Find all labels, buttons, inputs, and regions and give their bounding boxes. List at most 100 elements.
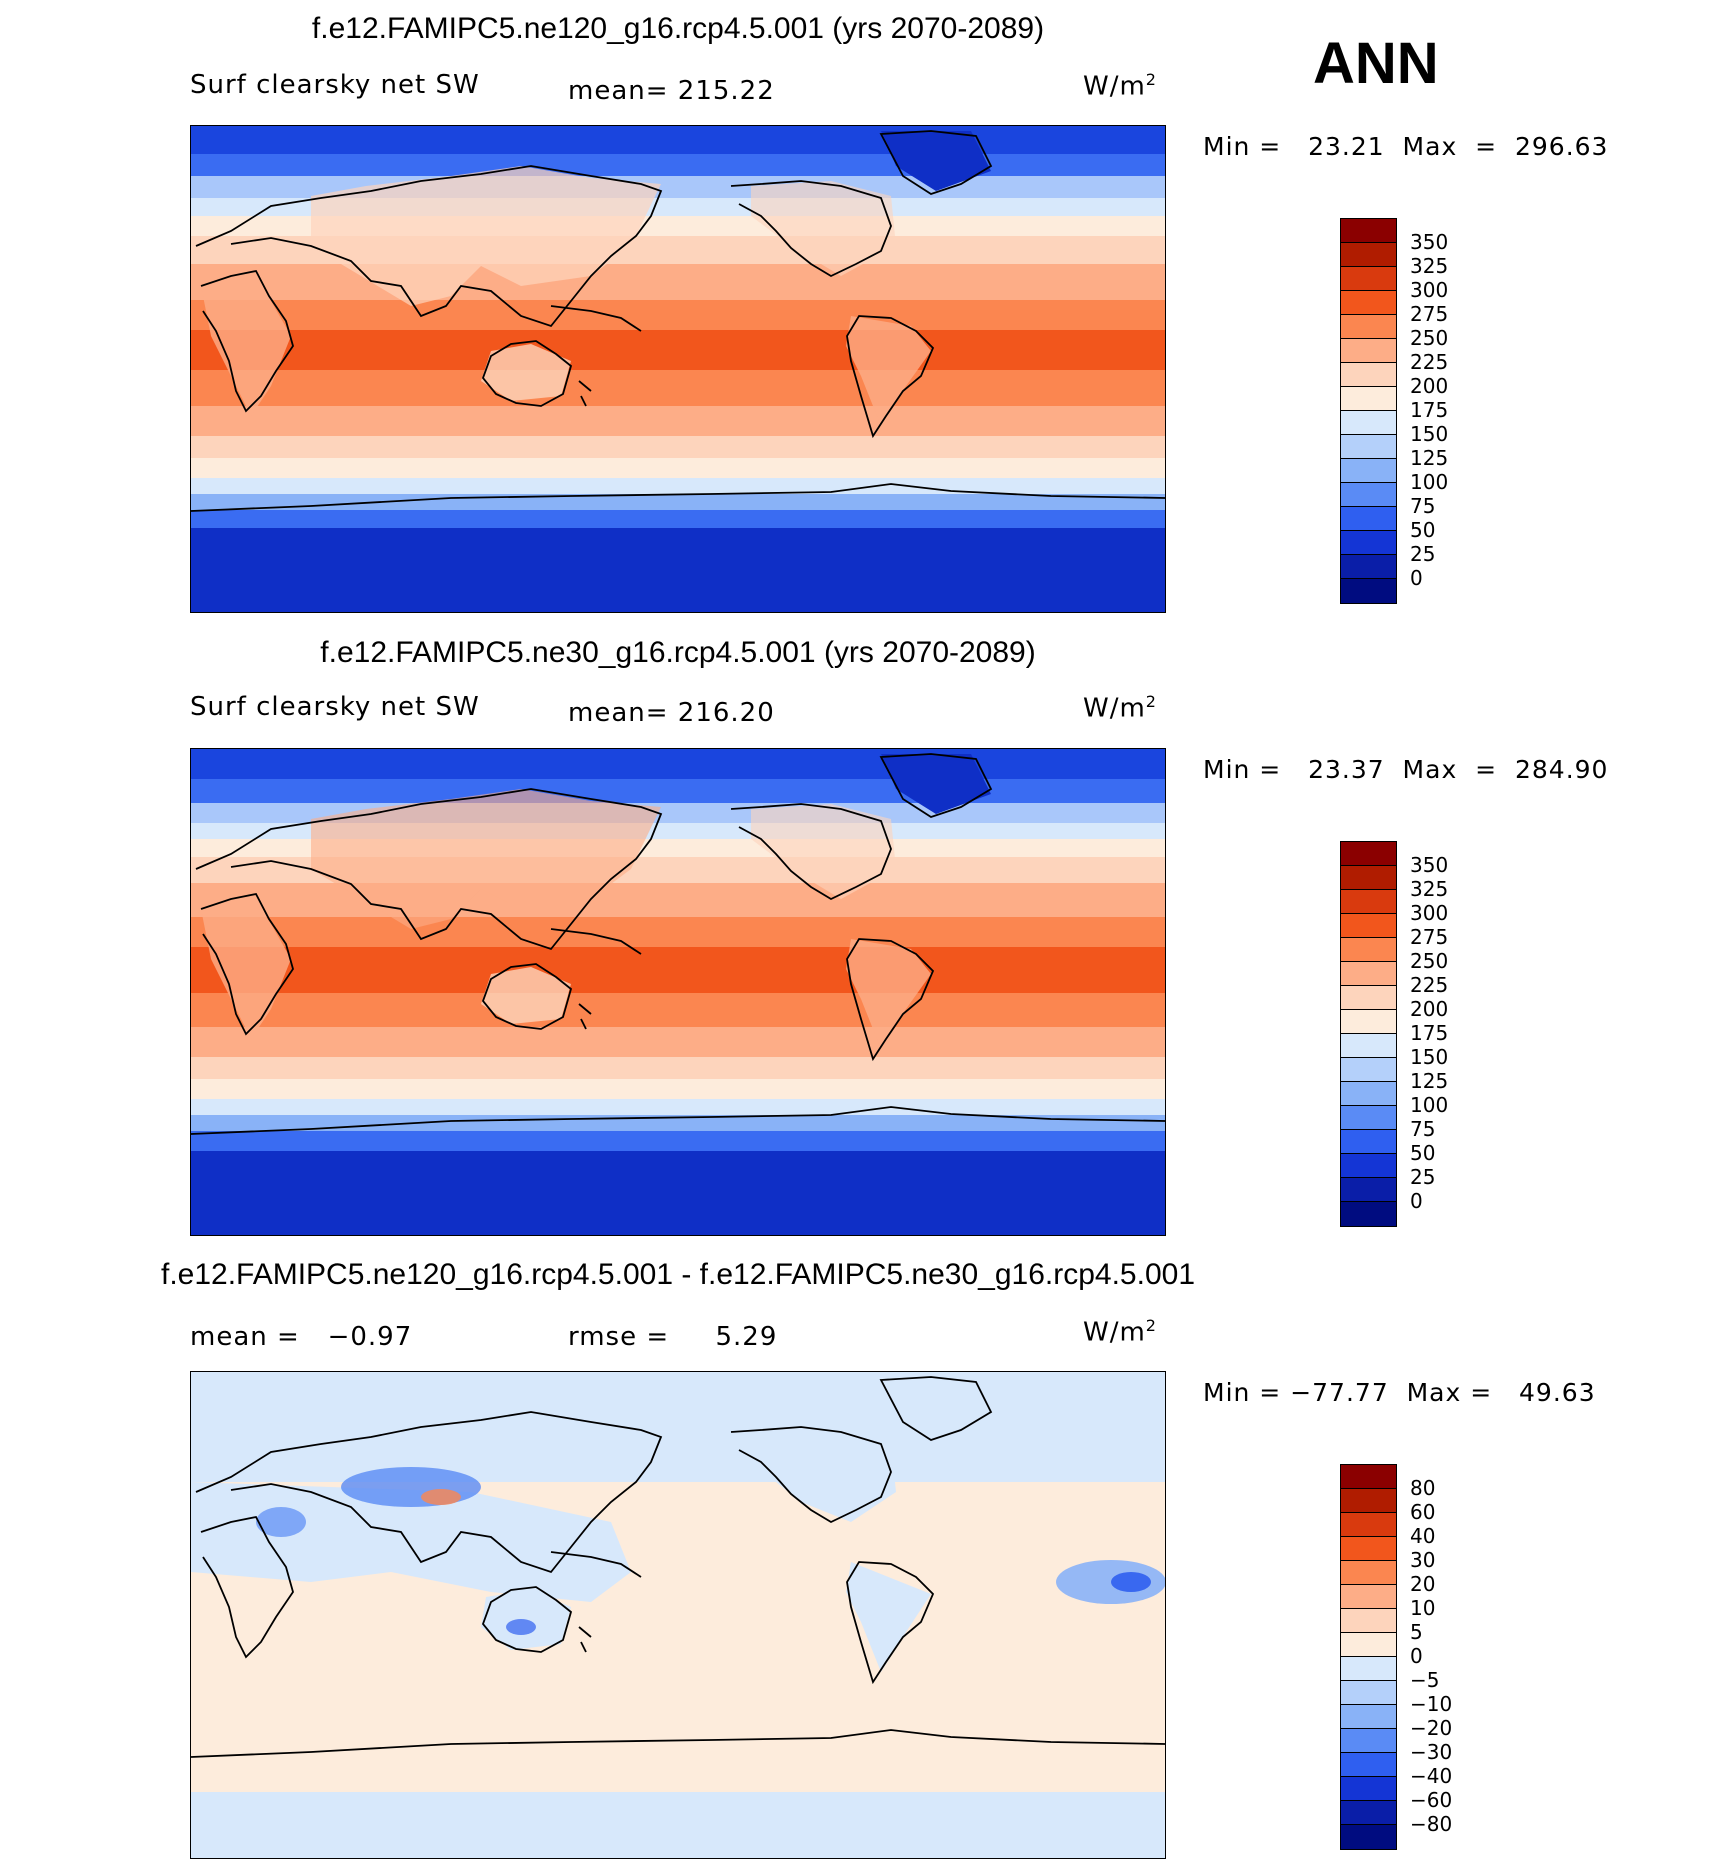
- panel1-variable-label: Surf clearsky net SW: [190, 70, 480, 100]
- colorbar-box: [1341, 1106, 1396, 1130]
- panel2-units-label: W/m2: [1083, 692, 1157, 724]
- colorbar-box: [1341, 387, 1396, 411]
- negative-blob: [506, 1619, 536, 1635]
- panel3-title: f.e12.FAMIPC5.ne120_g16.rcp4.5.001 - f.e…: [160, 1258, 1196, 1291]
- land-australia: [481, 344, 571, 401]
- panel3-colorbar: [1340, 1464, 1397, 1850]
- colorbar-tick: 0: [1410, 1189, 1423, 1213]
- panel3-rmse-label: rmse = 5.29: [568, 1322, 778, 1352]
- colorbar-tick: 200: [1410, 997, 1449, 1021]
- colorbar-box: [1341, 363, 1396, 387]
- land-greenland: [881, 754, 991, 814]
- region-south-america: [846, 1562, 931, 1672]
- band: [191, 406, 1165, 436]
- band: [191, 330, 1165, 370]
- band: [191, 1057, 1165, 1079]
- negative-blob: [1056, 1560, 1165, 1604]
- band: [191, 510, 1165, 528]
- colorbar-box: [1341, 219, 1396, 243]
- colorbar-box: [1341, 339, 1396, 363]
- panel1-map: [190, 125, 1166, 613]
- land-eurasia: [311, 166, 661, 306]
- colorbar-tick: 250: [1410, 326, 1449, 350]
- colorbar-tick: 300: [1410, 901, 1449, 925]
- colorbar-box: [1341, 962, 1396, 986]
- colorbar-box: [1341, 1825, 1396, 1849]
- band: [191, 1151, 1165, 1235]
- colorbar-box: [1341, 1537, 1396, 1561]
- colorbar-tick: −80: [1410, 1812, 1453, 1836]
- colorbar-tick: −5: [1410, 1668, 1440, 1692]
- colorbar-box: [1341, 459, 1396, 483]
- band: [191, 436, 1165, 458]
- colorbar-box: [1341, 890, 1396, 914]
- band: [191, 1131, 1165, 1151]
- positive-blob: [421, 1489, 461, 1505]
- land-south-america: [846, 939, 931, 1049]
- colorbar-box: [1341, 986, 1396, 1010]
- band: [191, 1115, 1165, 1131]
- colorbar-box: [1341, 435, 1396, 459]
- coastlines: [191, 130, 1165, 512]
- colorbar-box: [1341, 411, 1396, 435]
- colorbar-box: [1341, 1585, 1396, 1609]
- panel3-minmax: Min = −77.77 Max = 49.63: [1203, 1378, 1596, 1407]
- colorbar-tick: 30: [1410, 1548, 1436, 1572]
- colorbar-box: [1341, 531, 1396, 555]
- coastlines: [191, 753, 1165, 1135]
- colorbar-box: [1341, 914, 1396, 938]
- colorbar-tick: 175: [1410, 1021, 1449, 1045]
- band: [191, 494, 1165, 510]
- colorbar-tick: 300: [1410, 278, 1449, 302]
- land-north-america: [751, 181, 896, 276]
- colorbar-box: [1341, 866, 1396, 890]
- band: [191, 1027, 1165, 1057]
- colorbar-tick: 275: [1410, 302, 1449, 326]
- colorbar-tick: −30: [1410, 1740, 1453, 1764]
- band: [191, 779, 1165, 803]
- colorbar-box: [1341, 579, 1396, 603]
- colorbar-tick: 25: [1410, 1165, 1436, 1189]
- colorbar-box: [1341, 1729, 1396, 1753]
- colorbar-box: [1341, 507, 1396, 531]
- panel2-minmax: Min = 23.37 Max = 284.90: [1203, 755, 1609, 784]
- panel2-mean-label: mean= 216.20: [568, 698, 775, 728]
- panel2-colorbar: [1340, 841, 1397, 1227]
- colorbar-tick: 10: [1410, 1596, 1436, 1620]
- panel2-map: [190, 748, 1166, 1236]
- band: [191, 1079, 1165, 1099]
- land-africa: [201, 271, 291, 416]
- colorbar-tick: 0: [1410, 1644, 1423, 1668]
- colorbar-tick: 125: [1410, 446, 1449, 470]
- band: [191, 1792, 1165, 1858]
- colorbar-tick: 325: [1410, 877, 1449, 901]
- land-south-america: [846, 316, 931, 426]
- colorbar-tick: 50: [1410, 1141, 1436, 1165]
- colorbar-box: [1341, 267, 1396, 291]
- colorbar-box: [1341, 1801, 1396, 1825]
- colorbar-box: [1341, 1777, 1396, 1801]
- panel3-units-label: W/m2: [1083, 1316, 1157, 1348]
- colorbar-tick: 275: [1410, 925, 1449, 949]
- band: [191, 458, 1165, 478]
- colorbar-tick: −40: [1410, 1764, 1453, 1788]
- colorbar-box: [1341, 315, 1396, 339]
- colorbar-box: [1341, 555, 1396, 579]
- panel1-minmax: Min = 23.21 Max = 296.63: [1203, 132, 1609, 161]
- colorbar-box: [1341, 1753, 1396, 1777]
- colorbar-tick: 175: [1410, 398, 1449, 422]
- colorbar-box: [1341, 243, 1396, 267]
- colorbar-tick: 100: [1410, 1093, 1449, 1117]
- band: [191, 993, 1165, 1027]
- band: [191, 528, 1165, 612]
- negative-blob: [1111, 1572, 1151, 1592]
- colorbar-box: [1341, 1034, 1396, 1058]
- colorbar-tick: 75: [1410, 494, 1436, 518]
- colorbar-box: [1341, 1130, 1396, 1154]
- land-eurasia: [311, 789, 661, 929]
- colorbar-box: [1341, 1058, 1396, 1082]
- land-australia: [481, 967, 571, 1024]
- coastlines: [191, 1376, 1165, 1758]
- panel1-units-label: W/m2: [1083, 70, 1157, 102]
- colorbar-tick: 125: [1410, 1069, 1449, 1093]
